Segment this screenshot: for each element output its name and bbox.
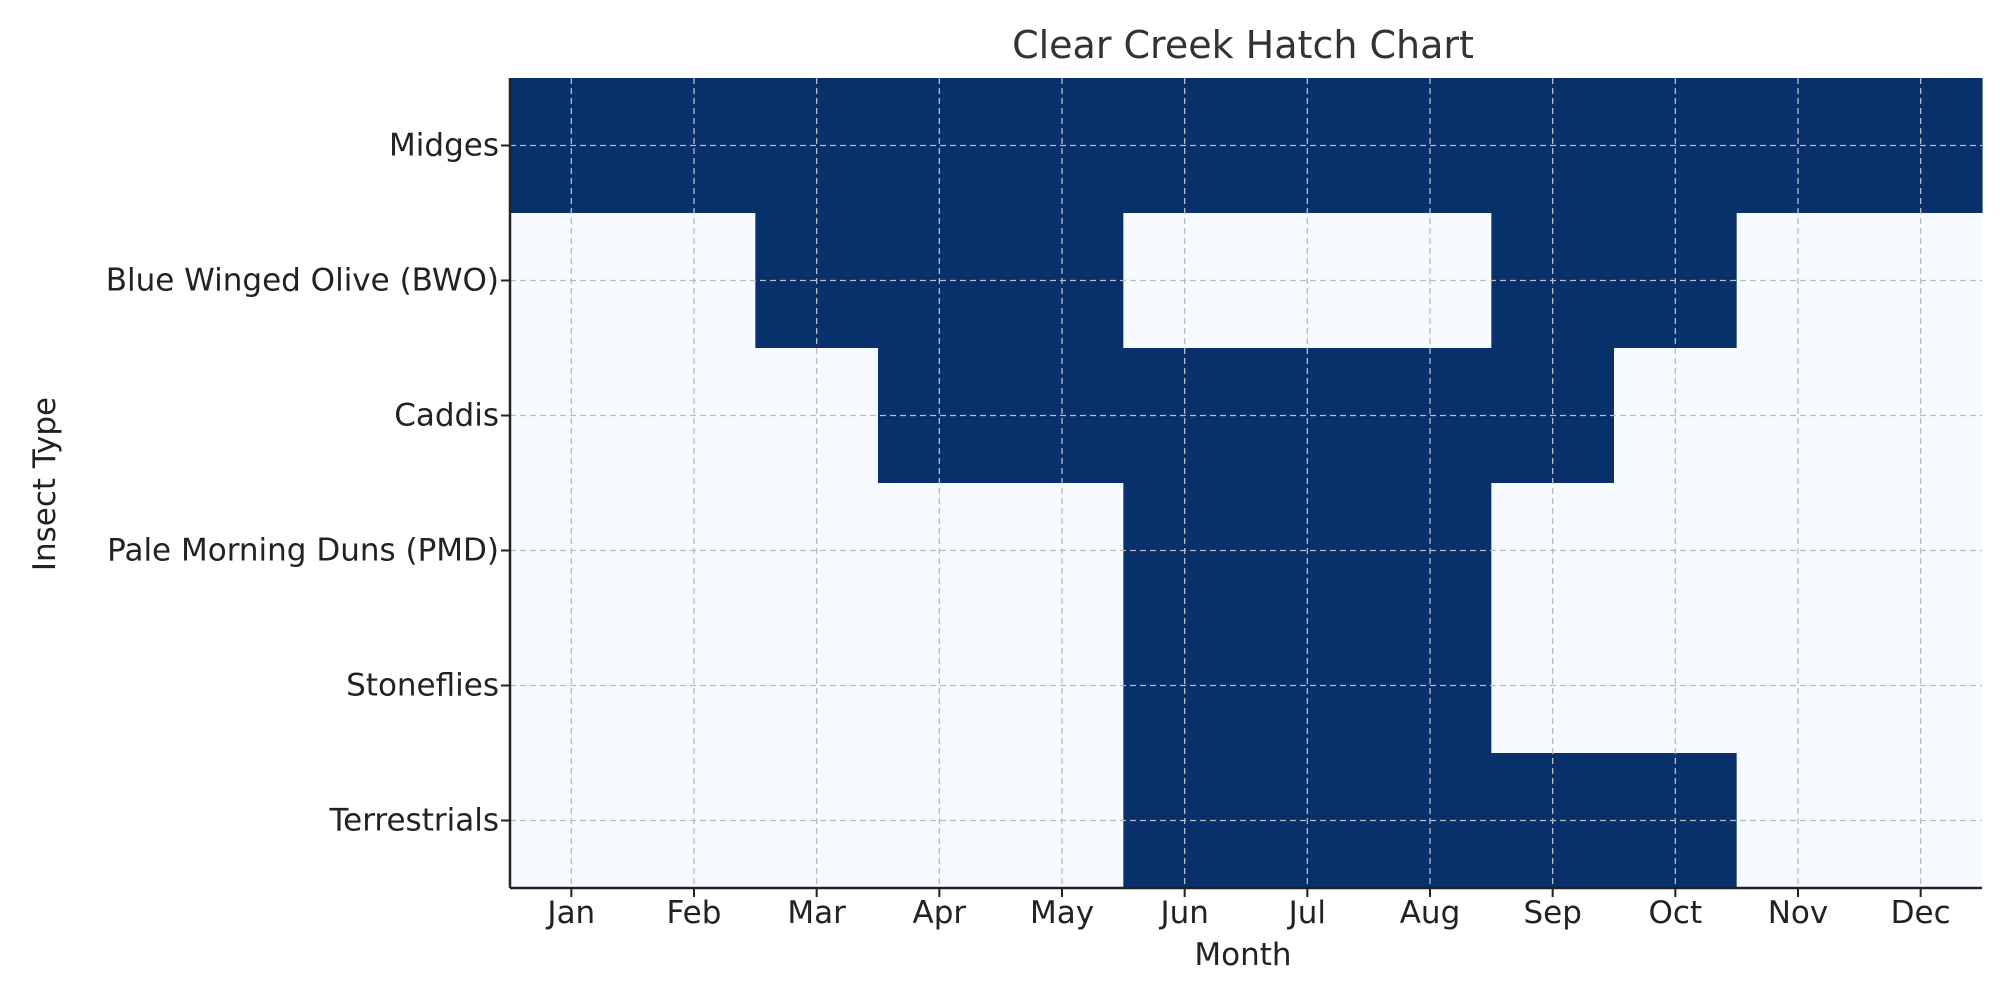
- x-tick-label: Oct: [1649, 895, 1703, 931]
- x-tick-label: Nov: [1768, 895, 1829, 931]
- x-tick-label: Apr: [913, 895, 967, 931]
- x-tick-label: Jan: [545, 895, 595, 931]
- heatmap-cells: [510, 78, 1983, 889]
- gridlines: [510, 78, 1982, 888]
- chart-title: Clear Creek Hatch Chart: [1012, 23, 1474, 67]
- x-tick-label: Dec: [1891, 895, 1951, 931]
- x-axis-ticks: Jan Feb Mar Apr May Jun Jul Aug Sep Oct Nov Dec: [545, 888, 1951, 931]
- x-tick-label: Jul: [1287, 895, 1326, 931]
- x-tick-label: Mar: [787, 895, 846, 931]
- y-tick-label: Pale Morning Duns (PMD): [107, 533, 499, 569]
- x-axis-label: Month: [1194, 937, 1291, 973]
- y-tick-label: Midges: [389, 128, 499, 164]
- y-tick-label: Stoneflies: [346, 668, 499, 704]
- y-tick-label: Blue Winged Olive (BWO): [106, 263, 499, 299]
- axes-spines: [508, 78, 1982, 890]
- y-axis-label: Insect Type: [27, 397, 63, 571]
- y-tick-label: Caddis: [394, 398, 499, 434]
- y-axis-ticks: Midges Blue Winged Olive (BWO) Caddis Pale …: [106, 128, 510, 839]
- x-tick-label: Sep: [1523, 895, 1581, 931]
- x-tick-label: Jun: [1158, 895, 1208, 931]
- x-tick-label: May: [1030, 895, 1094, 931]
- x-tick-label: Feb: [667, 895, 722, 931]
- y-tick-label: Terrestrials: [328, 803, 499, 839]
- x-tick-label: Aug: [1400, 895, 1461, 931]
